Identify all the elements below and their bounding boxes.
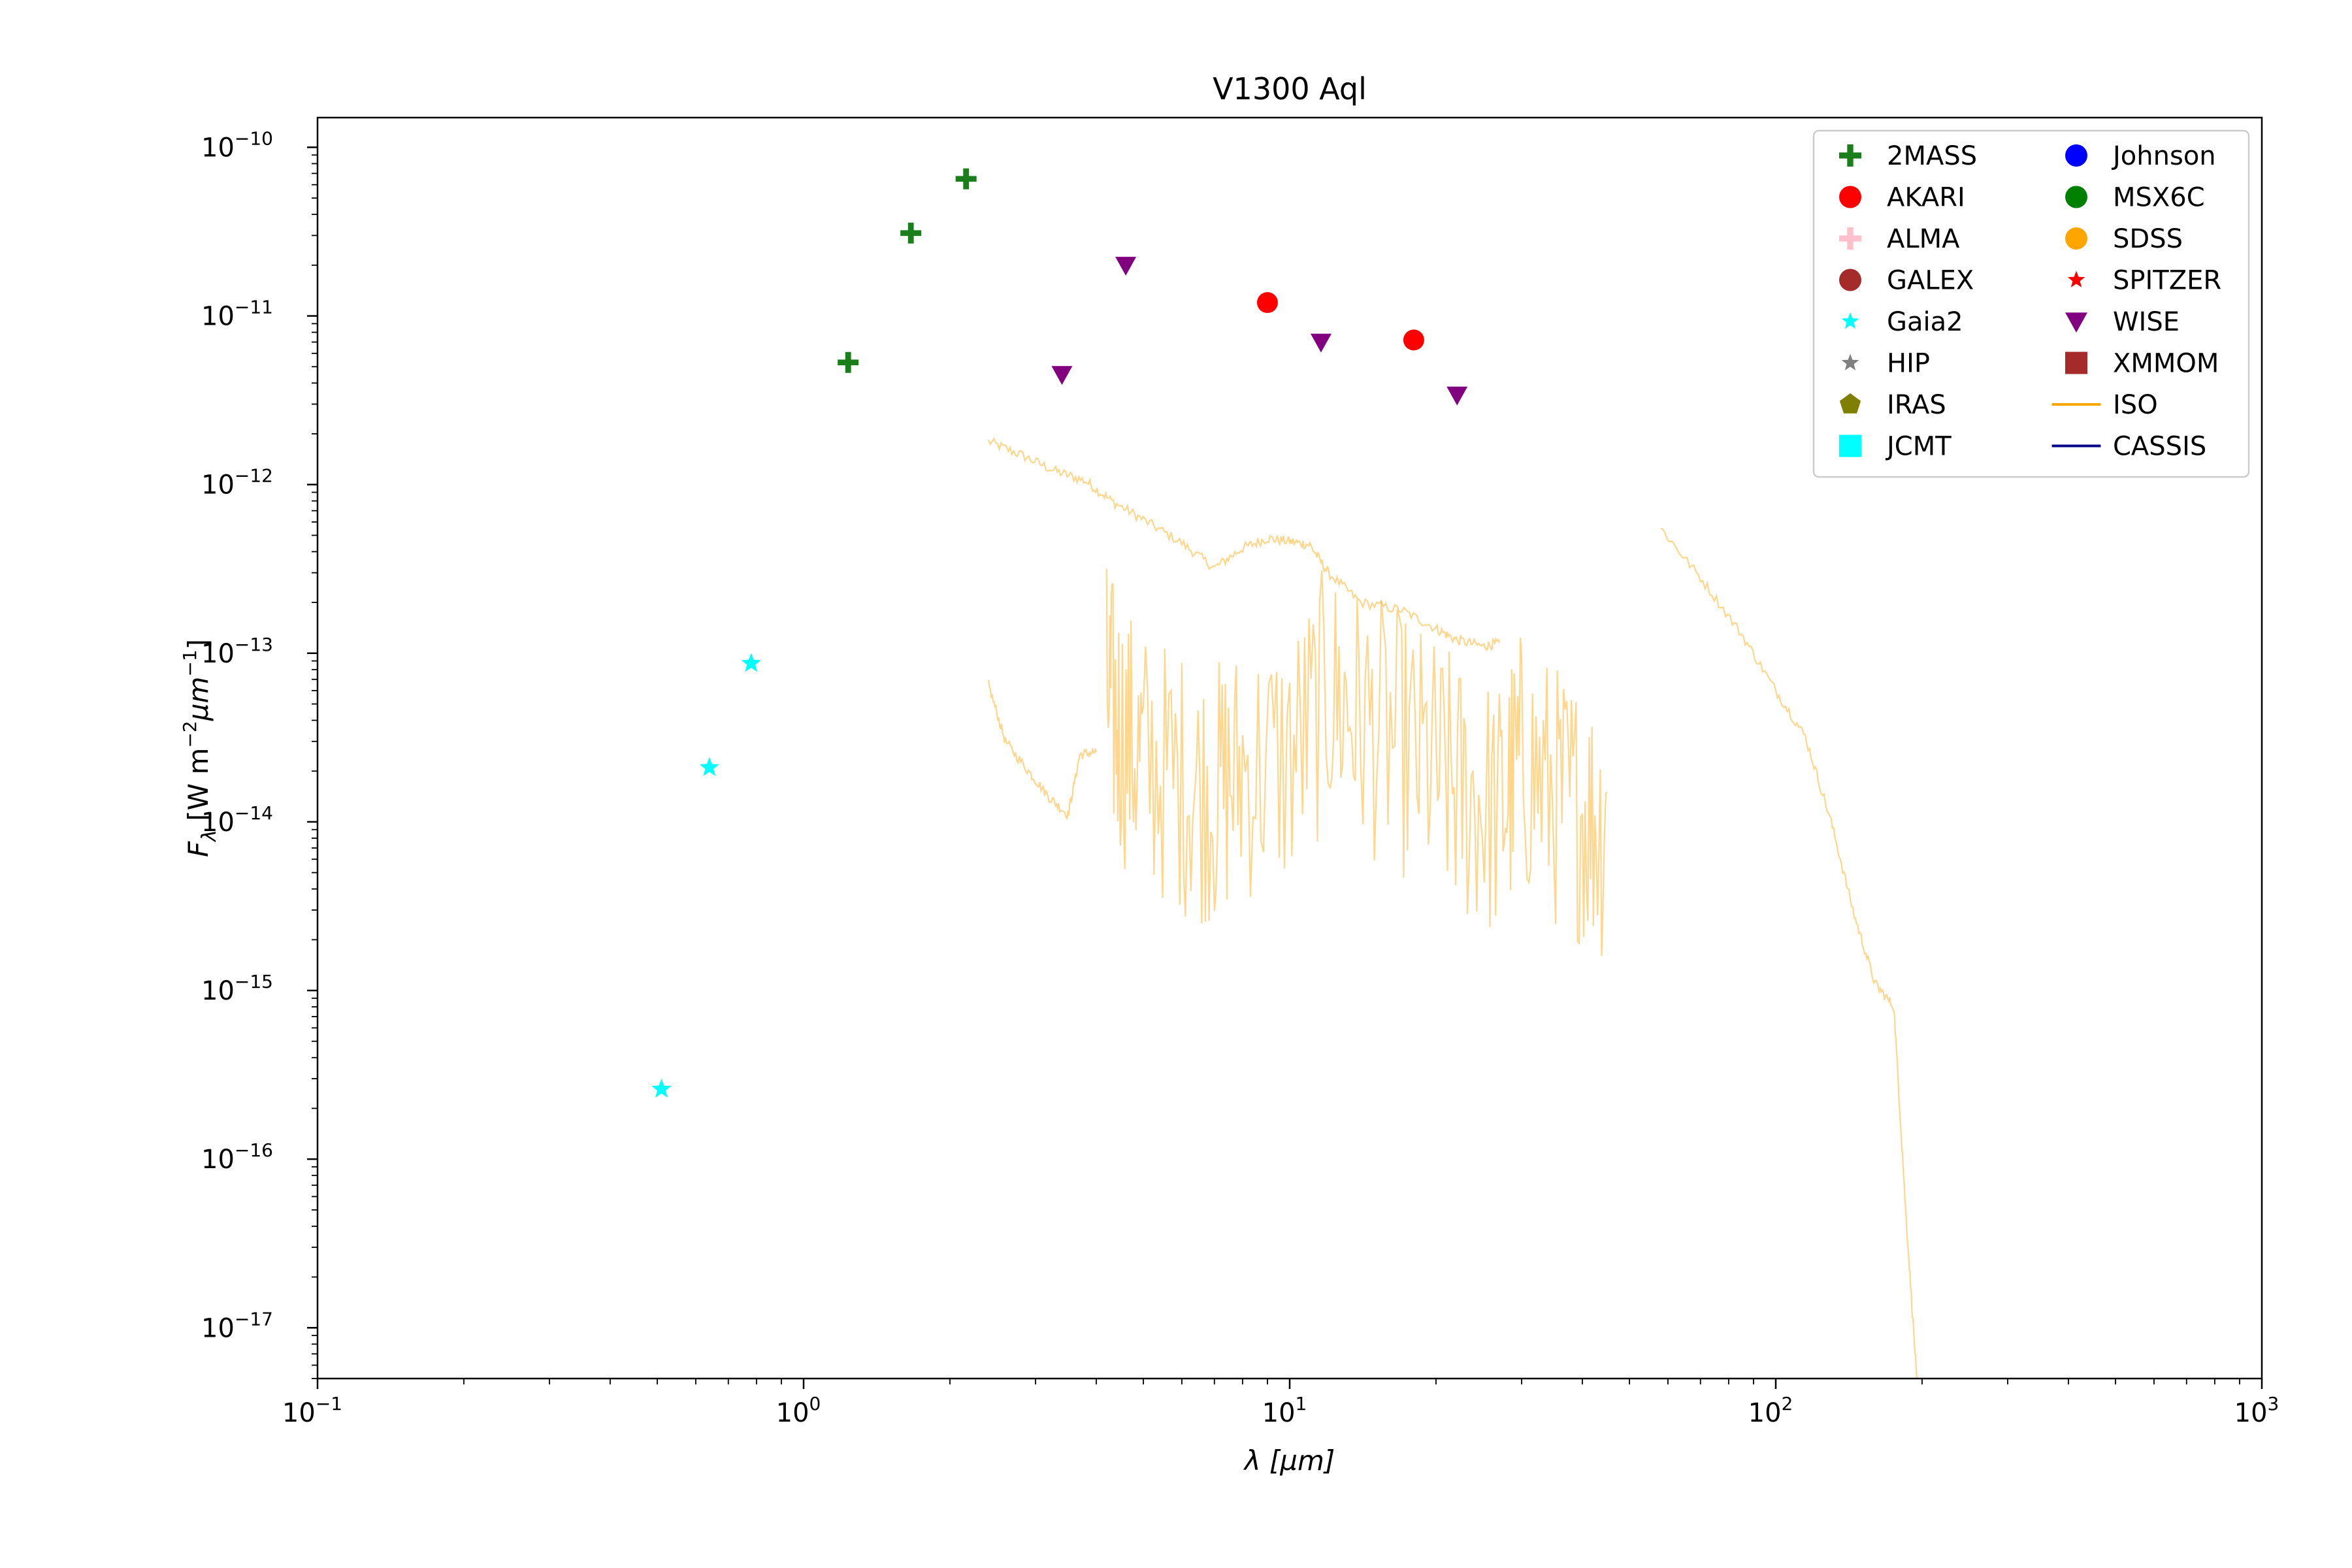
legend-entry-cassis: CASSIS <box>2051 432 2206 462</box>
y-tick-label: 10−16 <box>201 1139 273 1175</box>
y-axis-label: Fλ [W m−2μm−1] <box>179 639 221 857</box>
legend-marker <box>2067 270 2085 287</box>
legend-label: JCMT <box>1885 432 1952 462</box>
legend-label: SPITZER <box>2113 266 2221 296</box>
data-point-akari <box>1403 329 1424 351</box>
data-point-2mass <box>955 168 977 189</box>
legend-entry-msx6c: MSX6C <box>2065 183 2205 213</box>
legend-entry-sdss: SDSS <box>2065 224 2183 254</box>
x-axis-title: λ [μm] <box>1243 1445 1335 1477</box>
legend-entry-jcmt: JCMT <box>1839 432 1952 462</box>
x-tick-label: 101 <box>1262 1393 1307 1428</box>
legend-label: IRAS <box>1887 390 1946 420</box>
legend-marker <box>1841 353 1859 370</box>
legend-marker <box>2065 144 2087 167</box>
y-tick-label: 10−11 <box>201 297 273 332</box>
data-point-gaia2 <box>741 653 761 672</box>
x-tick-label: 102 <box>1748 1393 1793 1428</box>
legend-label: XMMOM <box>2113 349 2219 379</box>
data-point-wise <box>1051 366 1073 385</box>
legend-label: ISO <box>2113 390 2158 420</box>
y-tick-label: 10−17 <box>201 1308 273 1343</box>
legend-entry-xmmom: XMMOM <box>2065 349 2219 379</box>
legend-entry-gaia2: Gaia2 <box>1841 307 1963 337</box>
y-tick-label: 10−13 <box>201 634 273 669</box>
legend-entry-hip: HIP <box>1841 349 1930 379</box>
legend-label: HIP <box>1887 349 1930 379</box>
legend-marker <box>2065 351 2087 374</box>
legend-entry-alma: ALMA <box>1839 224 1960 254</box>
legend-label: 2MASS <box>1887 141 1977 171</box>
legend: 2MASS AKARI ALMA GALEX Gaia2 HIP IRAS JCMT Johns… <box>1812 129 2250 478</box>
legend-marker <box>1839 227 1861 250</box>
chart-title: V1300 Aql <box>1213 71 1367 106</box>
legend-box <box>1812 129 2250 478</box>
legend-label: ALMA <box>1887 224 1960 254</box>
iso-spectrum-segment <box>1660 527 1918 1379</box>
data-point-2mass <box>900 222 922 244</box>
data-point-wise <box>1115 257 1137 276</box>
legend-entry-iso: ISO <box>2051 390 2158 420</box>
y-axis: 10−17 10−16 10−15 10−14 10−13 10−12 10−11 10−10 <box>201 127 318 1379</box>
legend-marker <box>1839 434 1861 457</box>
iso-spectrum-segment <box>987 679 1097 821</box>
legend-marker <box>1841 312 1859 329</box>
legend-label: MSX6C <box>2113 183 2205 213</box>
y-tick-label: 10−14 <box>201 802 273 838</box>
data-point-wise <box>1446 386 1468 406</box>
iso-spectrum-segment <box>987 437 1500 652</box>
legend-marker <box>2065 186 2087 208</box>
y-tick-label: 10−10 <box>201 127 273 163</box>
iso-spectrum-segment <box>1105 568 1608 956</box>
x-tick-label: 10−1 <box>282 1393 342 1428</box>
x-tick-label: 100 <box>776 1393 821 1428</box>
y-tick-label: 10−15 <box>201 971 273 1006</box>
legend-marker <box>1839 393 1861 414</box>
legend-marker <box>2065 312 2087 333</box>
legend-entry-johnson: Johnson <box>2065 141 2216 171</box>
data-point-wise <box>1310 333 1331 353</box>
data-point-gaia2 <box>699 757 720 776</box>
legend-label: Gaia2 <box>1887 307 1963 337</box>
legend-marker <box>1839 144 1861 167</box>
legend-entry-galex: GALEX <box>1839 266 1974 296</box>
y-tick-label: 10−12 <box>201 465 273 500</box>
x-axis-label: λ [μm] <box>1243 1445 1335 1477</box>
legend-entry-iras: IRAS <box>1839 390 1946 420</box>
legend-marker <box>1839 269 1861 291</box>
legend-entry-2mass: 2MASS <box>1839 141 1977 171</box>
legend-label: SDSS <box>2113 224 2183 254</box>
legend-entry-spitzer: SPITZER <box>2067 266 2221 296</box>
legend-marker <box>2065 227 2087 250</box>
legend-entry-akari: AKARI <box>1839 183 1965 213</box>
data-point-akari <box>1256 292 1278 314</box>
legend-label: GALEX <box>1887 266 1974 296</box>
legend-label: Johnson <box>2111 141 2216 171</box>
y-axis-title: Fλ [W m−2μm−1] <box>179 639 221 857</box>
data-point-2mass <box>838 351 859 373</box>
data-point-gaia2 <box>651 1079 672 1098</box>
legend-label: CASSIS <box>2113 432 2206 462</box>
legend-label: WISE <box>2113 307 2180 337</box>
x-tick-label: 103 <box>2234 1393 2279 1428</box>
legend-marker <box>1839 186 1861 208</box>
x-axis: 10−1 100 101 102 103 <box>282 1379 2279 1428</box>
legend-entry-wise: WISE <box>2065 307 2180 337</box>
legend-label: AKARI <box>1887 183 1965 213</box>
